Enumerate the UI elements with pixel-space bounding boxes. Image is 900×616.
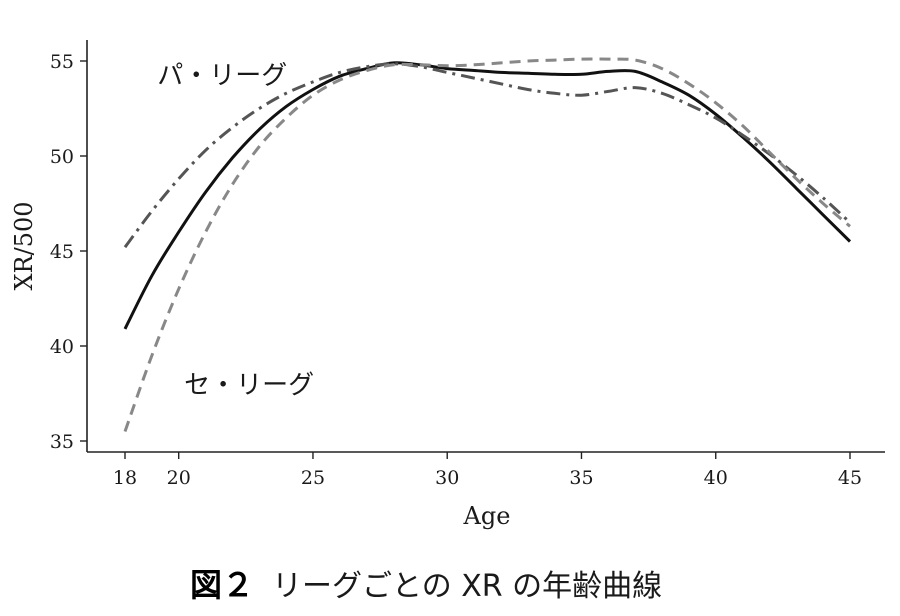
x-tick-label: 20 (167, 467, 191, 489)
figure-caption: 図２ リーグごとの XR の年齢曲線 (190, 566, 662, 604)
caption-text: リーグごとの XR の年齢曲線 (272, 569, 662, 604)
series-line-solid (123, 61, 852, 330)
series-line-dashdot (123, 62, 852, 249)
caption-label: 図２ (190, 566, 254, 604)
y-tick-label: 35 (50, 431, 74, 453)
series-line-dashed (123, 57, 851, 433)
ticks: 18 20 25 30 35 40 45 35 40 45 50 55 (50, 51, 862, 489)
y-tick-label: 55 (50, 51, 74, 73)
x-tick-label: 25 (301, 467, 325, 489)
series-lines (123, 57, 852, 433)
x-axis-title: Age (463, 502, 511, 530)
y-tick-label: 50 (50, 146, 74, 168)
series-annotation: パ・リーグ (157, 61, 287, 91)
y-tick-label: 45 (50, 241, 74, 263)
y-axis-title: XR/500 (10, 201, 38, 290)
series-annotation: セ・リーグ (184, 371, 314, 401)
axes (86, 40, 885, 453)
x-tick-label: 35 (569, 467, 593, 489)
x-tick-label: 40 (704, 467, 728, 489)
x-tick-label: 30 (435, 467, 459, 489)
x-tick-label: 45 (838, 467, 862, 489)
x-tick-label: 18 (113, 467, 137, 489)
y-tick-label: 40 (50, 336, 74, 358)
